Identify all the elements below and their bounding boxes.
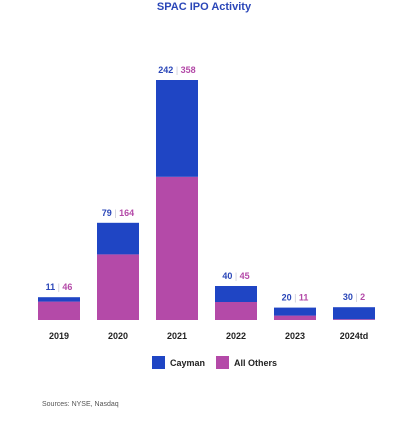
- source-note: Sources: NYSE, Nasdaq: [42, 401, 119, 408]
- bar-cayman-2024td: [333, 307, 375, 320]
- bar-all-others-2023: [274, 315, 316, 320]
- chart-title: SPAC IPO Activity: [157, 1, 252, 13]
- bar-cayman-2023: [274, 307, 316, 316]
- value-separator: |: [353, 292, 360, 302]
- bar-cayman-2019: [38, 297, 80, 302]
- value-separator: |: [292, 293, 299, 303]
- bar-all-others-2022: [215, 302, 257, 320]
- value-all-others-2020: 164: [119, 208, 134, 218]
- value-separator: |: [55, 282, 62, 292]
- bar-all-others-2024td: [333, 319, 375, 320]
- legend-label-all-others: All Others: [234, 358, 277, 368]
- category-label-2023: 2023: [285, 331, 305, 341]
- value-separator: |: [173, 65, 180, 75]
- value-all-others-2023: 11: [299, 293, 309, 303]
- value-all-others-2019: 46: [62, 282, 72, 292]
- legend-label-cayman: Cayman: [170, 358, 205, 368]
- bar-cayman-2020: [97, 222, 139, 255]
- value-cayman-2021: 242: [158, 65, 173, 75]
- category-label-2019: 2019: [49, 331, 69, 341]
- value-label-2021: 242 | 358: [158, 65, 195, 75]
- legend: Cayman All Others: [152, 356, 277, 369]
- value-cayman-2020: 79: [102, 208, 112, 218]
- bar-all-others-2019: [38, 301, 80, 320]
- value-label-2022: 40 | 45: [222, 271, 249, 281]
- value-all-others-2022: 45: [240, 271, 250, 281]
- value-label-2020: 79 | 164: [102, 208, 134, 218]
- value-separator: |: [112, 208, 119, 218]
- category-label-2020: 2020: [108, 331, 128, 341]
- bar-all-others-2020: [97, 254, 139, 320]
- value-cayman-2019: 11: [46, 282, 56, 292]
- value-cayman-2022: 40: [222, 271, 232, 281]
- value-all-others-2021: 358: [181, 65, 196, 75]
- category-label-2024td: 2024td: [340, 331, 369, 341]
- category-label-2021: 2021: [167, 331, 187, 341]
- bar-cayman-2022: [215, 286, 257, 302]
- category-labels-layer: 2019 2020 2021 2022 2023 2024td: [49, 331, 368, 341]
- value-separator: |: [232, 271, 239, 281]
- value-label-2023: 20 | 11: [282, 293, 309, 303]
- value-all-others-2024td: 2: [360, 292, 365, 302]
- value-cayman-2024td: 30: [343, 292, 353, 302]
- legend-swatch-cayman: [152, 356, 165, 369]
- value-cayman-2023: 20: [282, 293, 292, 303]
- value-label-2024td: 30 | 2: [343, 292, 365, 302]
- legend-swatch-all-others: [216, 356, 229, 369]
- bar-all-others-2021: [156, 176, 198, 320]
- value-labels-layer: 11 | 46 79 | 164 242 | 358 40 | 45 20 | 11 30…: [46, 65, 366, 303]
- value-label-2019: 11 | 46: [46, 282, 73, 292]
- bar-cayman-2021: [156, 80, 198, 177]
- category-label-2022: 2022: [226, 331, 246, 341]
- bars-layer: [38, 80, 375, 320]
